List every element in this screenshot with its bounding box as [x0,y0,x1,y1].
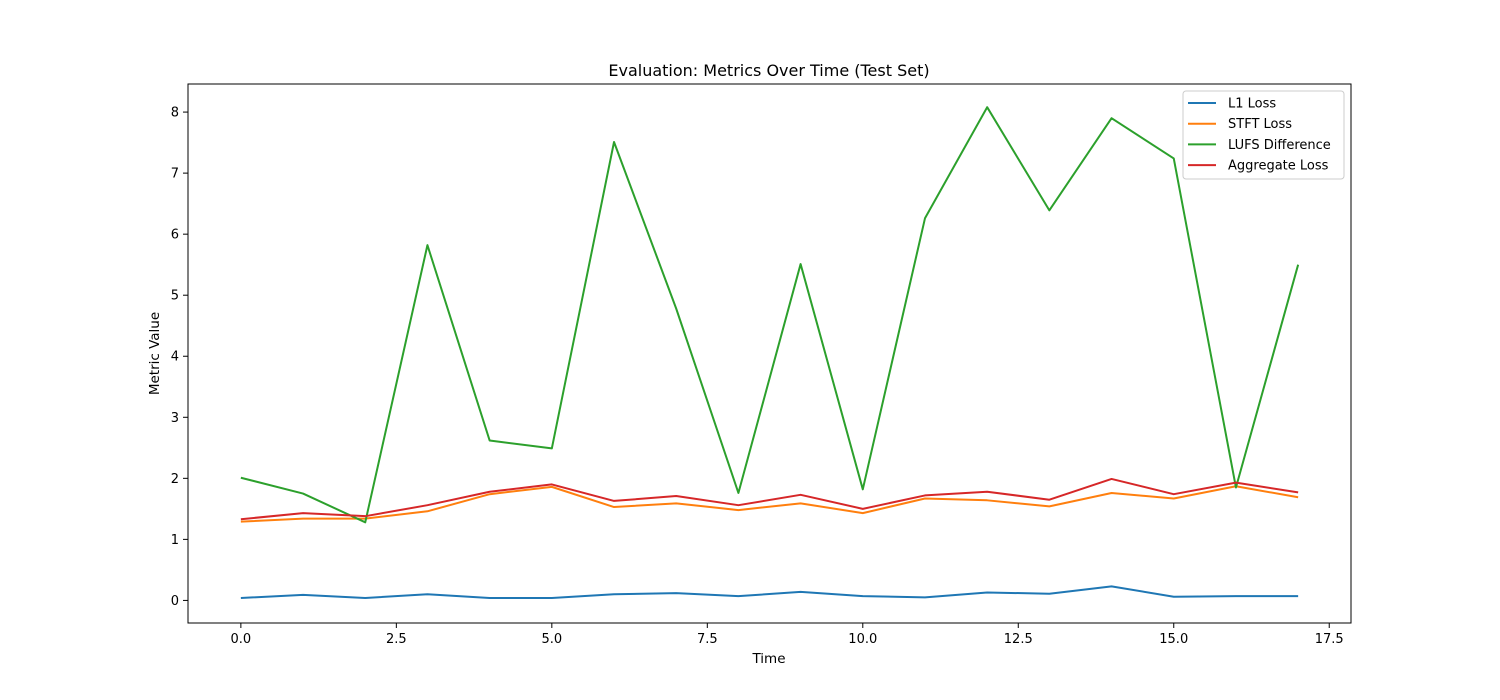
series-line-stft-loss [240,485,1299,523]
y-tick-label: 7 [171,167,179,182]
chart-title: Evaluation: Metrics Over Time (Test Set) [608,61,929,80]
y-axis: 0 1 2 3 4 5 6 7 8 [171,106,188,609]
x-axis: 0.0 2.5 5.0 7.5 10.0 12.5 15.0 17.5 [231,623,1344,647]
x-tick-label: 7.5 [697,632,718,647]
legend-label-l1-loss: L1 Loss [1228,97,1276,112]
y-tick-label: 3 [171,411,179,426]
x-tick-label: 10.0 [848,632,877,647]
x-axis-title: Time [751,651,785,667]
x-tick-label: 5.0 [541,632,562,647]
y-tick-label: 4 [171,350,179,365]
x-tick-label: 12.5 [1004,632,1033,647]
y-tick-label: 1 [171,533,179,548]
y-tick-label: 6 [171,228,179,243]
legend-label-aggregate-loss: Aggregate Loss [1228,159,1329,174]
x-tick-label: 2.5 [386,632,407,647]
x-tick-label: 15.0 [1159,632,1188,647]
y-tick-label: 5 [171,289,179,304]
series-line-aggregate-loss [240,477,1299,521]
series-line-lufs-difference [240,106,1300,524]
legend-box [1182,90,1345,180]
y-tick-label: 0 [171,594,179,609]
legend: L1 Loss STFT Loss LUFS Difference Aggregate… [1182,90,1345,180]
legend-label-lufs-difference: LUFS Difference [1228,138,1331,153]
legend-label-stft-loss: STFT Loss [1228,117,1292,132]
x-tick-label: 17.5 [1315,632,1344,647]
series-line-l1-loss [240,585,1299,599]
x-tick-label: 0.0 [231,632,252,647]
plot-frame [187,83,1352,624]
y-tick-label: 8 [171,106,179,121]
y-tick-label: 2 [171,472,179,487]
y-axis-title: Metric Value [147,312,163,395]
series-layer [240,106,1300,599]
